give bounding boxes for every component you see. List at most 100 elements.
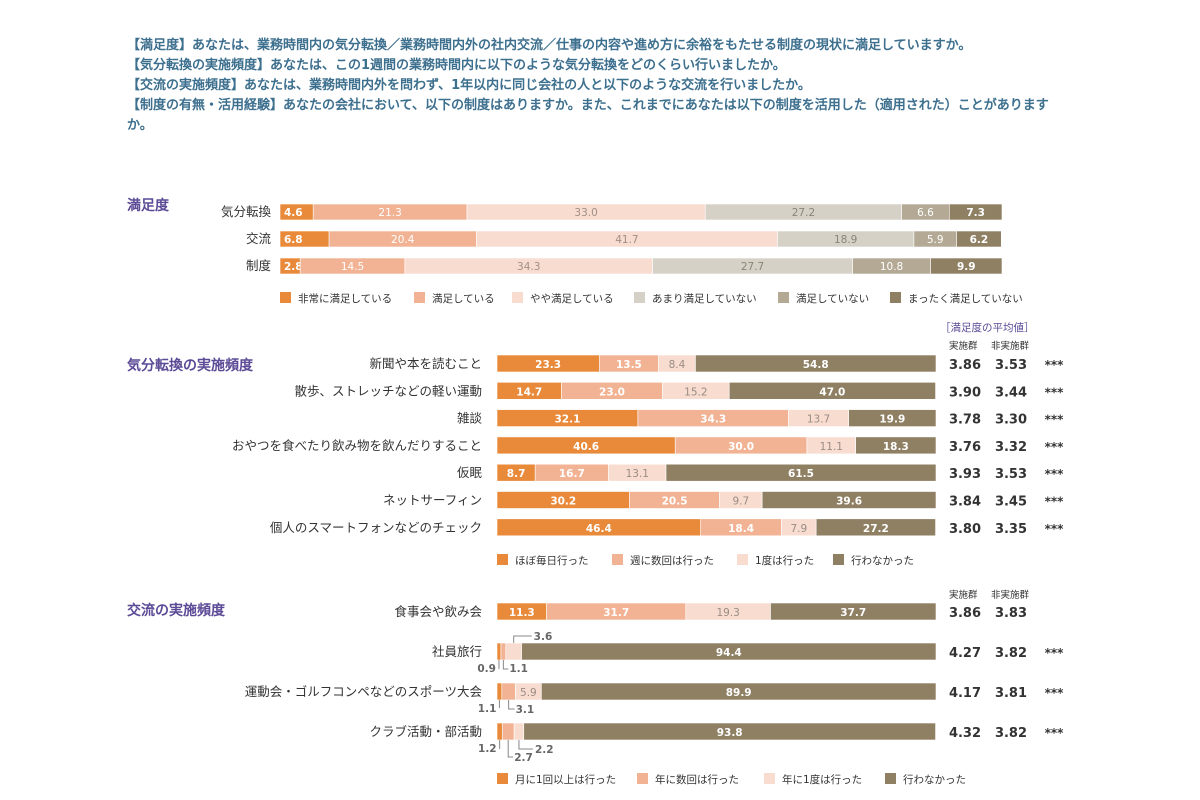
category-label: 個人のスマートフォンなどのチェック [270,520,482,535]
data-label: 54.8 [803,359,829,371]
category-label: 食事会や飲み会 [394,604,482,619]
average-not-implemented: 3.35 [995,522,1027,537]
average-not-implemented: 3.83 [995,606,1027,621]
data-label: 1.1 [478,703,497,715]
legend-swatch [280,292,291,303]
average-not-implemented: 3.30 [995,413,1027,428]
data-label: 89.9 [726,687,752,699]
average-implemented: 3.76 [949,440,981,455]
data-label: 46.4 [586,523,612,535]
legend-swatch [890,292,901,303]
legend-swatch [885,773,896,784]
significance-mark: *** [1045,495,1065,509]
leader-line [502,660,509,670]
data-label: 34.3 [517,261,540,273]
legend-label: まったく満足していない [908,293,1023,305]
data-label: 11.3 [509,607,535,619]
bar-segment [728,381,936,400]
intro-line: 【交流の実施頻度】あなたは、業務時間内外を問わず、1年以内に同じ会社の人と以下の… [127,78,811,93]
data-label: 23.3 [535,359,561,371]
legend-label: やや満足している [530,293,614,305]
data-label: 1.2 [478,743,497,755]
data-label: 3.1 [516,704,535,716]
bar-segment [513,722,525,741]
bar-segment [665,463,937,482]
bar-segment [848,409,937,427]
col-header-not-implemented: 非実施群 [991,341,1030,352]
data-label: 94.4 [716,647,742,659]
data-label: 13.7 [807,414,830,426]
significance-mark: *** [1045,358,1065,372]
significance-mark: *** [1045,467,1065,481]
legend-item: 行わなかった [833,553,914,568]
average-not-implemented: 3.53 [995,358,1027,373]
data-label: 1.1 [509,663,528,675]
data-label: 14.5 [341,261,364,273]
category-label: クラブ活動・部活動 [369,724,482,739]
data-label: 5.9 [520,687,537,699]
data-label: 9.9 [957,261,976,273]
average-header: ［満足度の平均値］ [940,322,1035,334]
legend-label: 週に数回は行った [630,555,714,567]
legend-item: 満足している [414,291,495,306]
data-label: 2.7 [514,752,533,764]
leader-line [508,700,515,710]
data-label: 6.6 [917,207,934,219]
data-label: 7.3 [966,207,985,219]
average-not-implemented: 3.44 [995,385,1027,400]
legend-item: あまり満足していない [634,291,757,306]
category-label: おやつを食べたり飲み物を飲んだりすること [232,438,482,453]
data-label: 11.1 [820,441,843,453]
average-implemented: 3.86 [949,606,981,621]
legend-swatch [497,773,508,784]
legend-item: 週に数回は行った [612,553,714,568]
bar-segment [541,682,937,701]
legend-item: 月に1回以上は行った [497,772,616,787]
legend-swatch [764,773,775,784]
data-label: 30.2 [550,496,576,508]
data-label: 6.8 [284,234,303,246]
legend-label: 月に1回以上は行った [515,774,617,786]
average-not-implemented: 3.53 [995,467,1027,482]
data-label: 18.4 [728,523,754,535]
legend-label: 非常に満足している [298,293,393,305]
data-label: 34.3 [700,414,726,426]
legend-item: 年に1度は行った [764,772,862,787]
data-label: 33.0 [574,207,597,219]
category-label: 制度 [246,258,272,273]
legend-swatch [612,554,623,565]
bar-segment [815,518,936,537]
data-label: 27.2 [792,207,815,219]
category-label: 交流 [246,231,272,246]
legend-item: 年に数回は行った [637,772,739,787]
bar-segment [956,230,1002,248]
data-label: 9.7 [733,496,750,508]
data-label: 3.6 [534,631,553,643]
data-label: 20.4 [391,234,415,246]
average-not-implemented: 3.82 [995,646,1027,661]
significance-mark: *** [1045,385,1065,399]
data-label: 14.7 [516,386,542,398]
bar-segment [948,203,1003,221]
data-label: 40.6 [573,441,599,453]
col-header-not-implemented: 非実施群 [991,590,1030,601]
leader-line [513,635,532,643]
data-label: 23.0 [599,386,625,398]
legend-label: 1度は行った [755,555,815,567]
data-label: 30.0 [728,441,754,453]
data-label: 18.3 [883,441,909,453]
legend-swatch [637,773,648,784]
significance-mark: *** [1045,522,1065,536]
legend-item: 行わなかった [885,772,966,787]
bar-segment [770,602,937,621]
bar-segment [501,722,515,741]
section-title-satisfaction: 満足度 [127,198,169,214]
average-implemented: 3.80 [949,522,981,537]
leader-line [507,740,514,758]
bar-segment [695,354,937,373]
bar-segment [496,642,502,661]
data-label: 32.1 [554,414,580,426]
bar-segment [930,257,1003,275]
legend-swatch [634,292,645,303]
bar-segment [505,642,522,661]
